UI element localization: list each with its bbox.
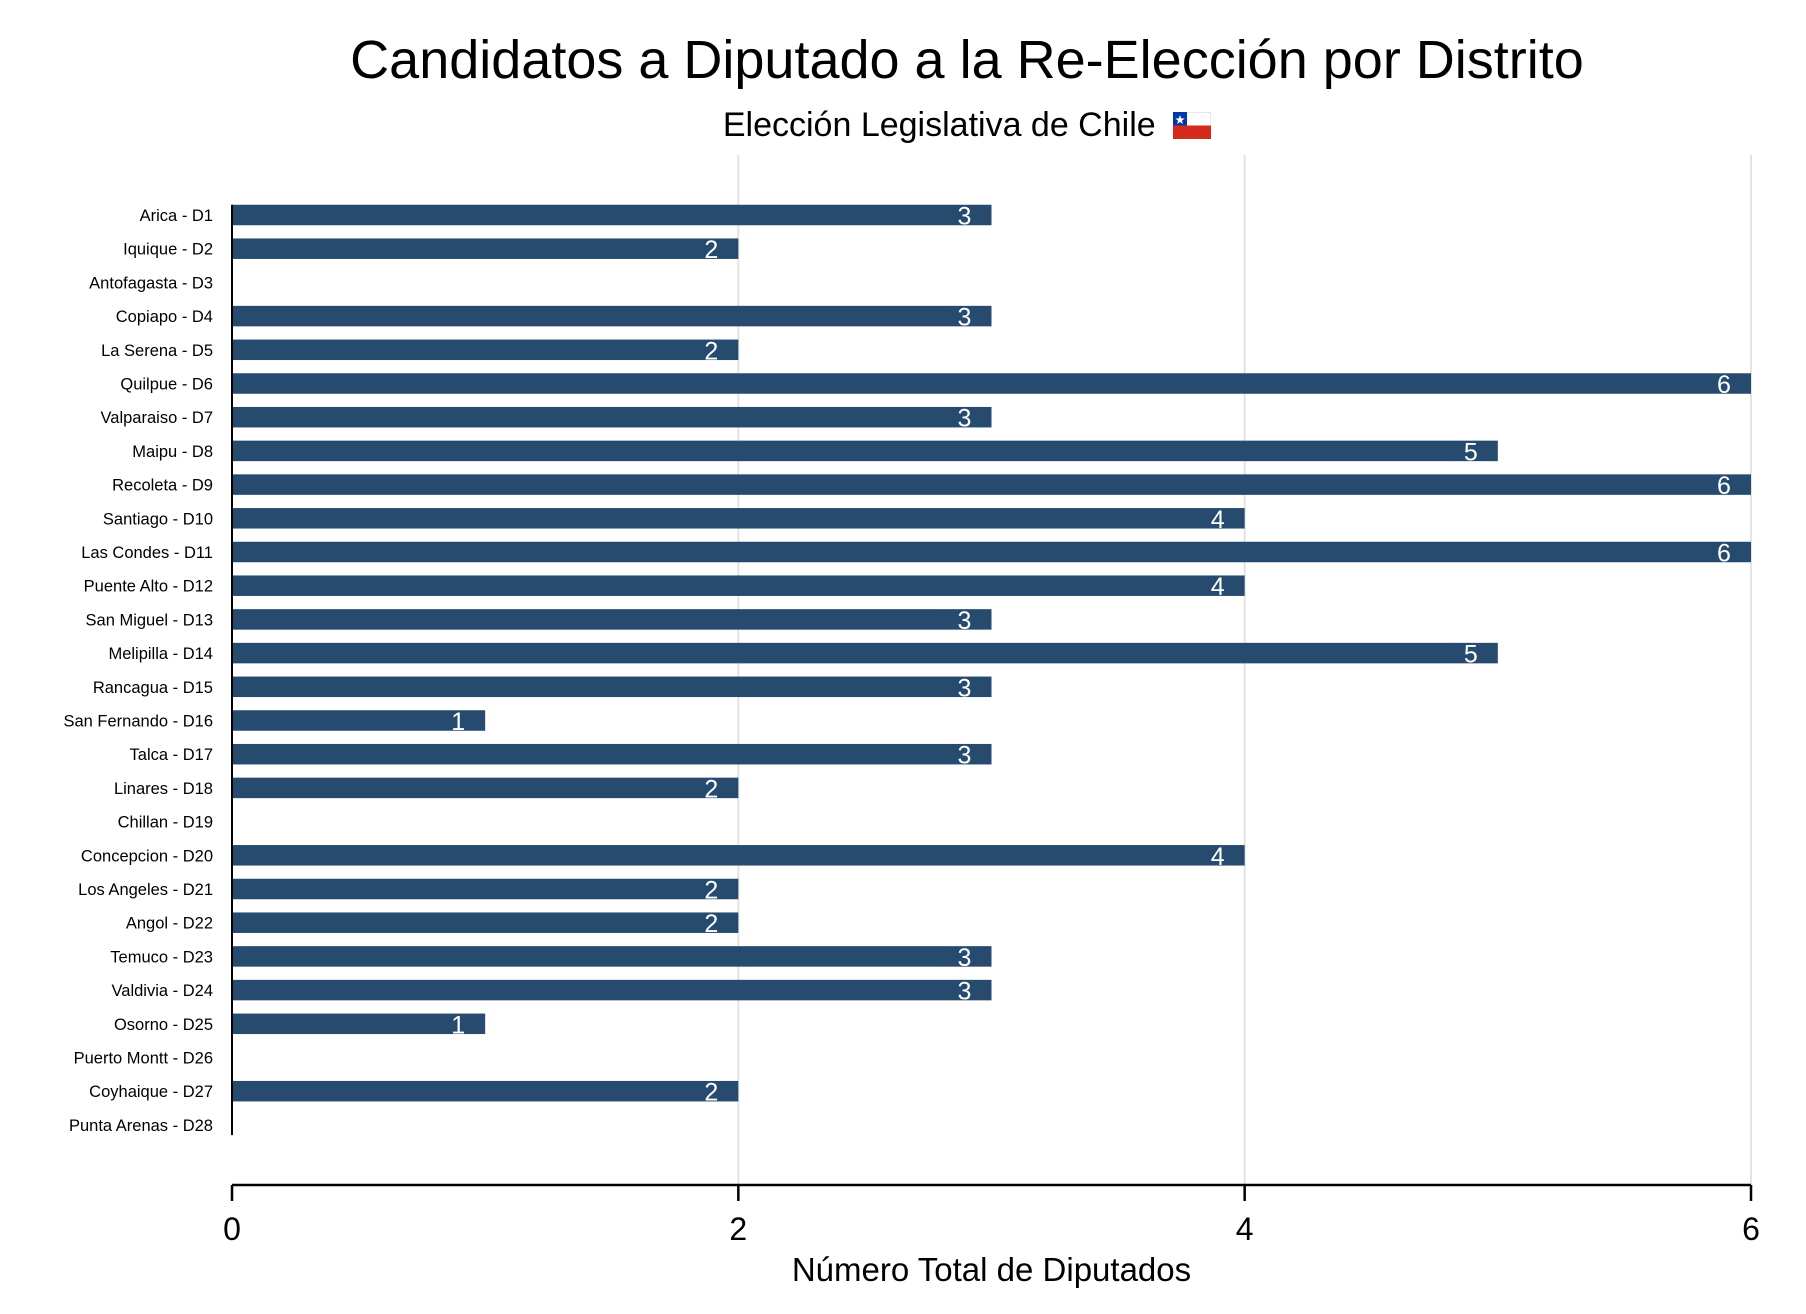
chile-flag-icon (1172, 107, 1212, 149)
bar (232, 204, 992, 226)
bar-value-label: 3 (958, 674, 972, 702)
x-axis: 0 2 4 6 (223, 1183, 1760, 1247)
bar-value-label: 2 (704, 337, 718, 365)
category-label: Arica - D1 (140, 207, 213, 225)
bar-value-label: 3 (958, 203, 972, 231)
chart-subtitle: Elección Legislativa de Chile (0, 104, 1806, 149)
category-label: Chillan - D19 (118, 814, 213, 832)
bar (232, 1013, 486, 1035)
bar-value-label: 2 (704, 877, 718, 905)
bar (232, 979, 992, 1001)
bar (232, 777, 739, 799)
category-label: Angol - D22 (126, 915, 213, 933)
bar-value-label: 6 (1717, 371, 1731, 399)
category-label: Puente Alto - D12 (84, 578, 213, 596)
category-label: Temuco - D23 (110, 948, 213, 966)
category-label: Melipilla - D14 (108, 645, 213, 663)
bar (232, 575, 1245, 596)
category-label: Talca - D17 (130, 746, 213, 764)
category-label: Los Angeles - D21 (78, 881, 213, 899)
bar-value-label: 2 (704, 236, 718, 264)
bar-value-label: 3 (958, 944, 972, 972)
bar-value-label: 1 (451, 708, 465, 736)
bar (232, 238, 739, 259)
bar-value-label: 1 (451, 1011, 465, 1039)
bar (232, 305, 992, 327)
bar (232, 642, 1498, 664)
bar-value-label: 5 (1464, 438, 1478, 466)
bar (232, 1080, 739, 1102)
bar-value-label: 2 (704, 1079, 718, 1107)
bar (232, 609, 992, 630)
bar (232, 339, 739, 361)
bar (232, 710, 486, 731)
category-label: Valdivia - D24 (112, 982, 214, 1000)
category-label: San Fernando - D16 (63, 713, 213, 731)
bar-value-label: 3 (958, 742, 972, 770)
category-label: Copiapo - D4 (116, 308, 213, 326)
category-label: Recoleta - D9 (112, 477, 213, 495)
category-label: Valparaiso - D7 (101, 409, 214, 427)
grid-lines (737, 155, 1752, 1185)
bar (232, 912, 739, 933)
category-label: Concepcion - D20 (81, 847, 213, 865)
bar (232, 676, 992, 698)
bar-value-label: 4 (1211, 573, 1225, 601)
x-tick-label: 2 (729, 1211, 747, 1247)
category-label: Rancagua - D15 (93, 679, 213, 697)
bar-value-label: 3 (958, 607, 972, 635)
bar (232, 440, 1498, 462)
bar-value-label: 3 (958, 304, 972, 332)
category-label: Quilpue - D6 (120, 376, 213, 394)
category-label: Punta Arenas - D28 (69, 1117, 213, 1135)
bar-value-label: 4 (1211, 843, 1225, 871)
category-label: Puerto Montt - D26 (74, 1050, 213, 1068)
bar-value-label: 4 (1211, 506, 1225, 534)
bar (232, 845, 1245, 866)
bar-value-label: 3 (958, 405, 972, 433)
bar-value-label: 6 (1717, 540, 1731, 568)
category-label: Iquique - D2 (123, 241, 213, 259)
bar (232, 946, 992, 967)
x-tick-label: 0 (223, 1211, 241, 1247)
category-label: Osorno - D25 (114, 1016, 213, 1034)
bar-value-label: 6 (1717, 472, 1731, 500)
bar (232, 373, 1751, 394)
x-tick-label: 4 (1236, 1211, 1254, 1247)
category-label: Maipu - D8 (132, 443, 213, 461)
chart-title: Candidatos a Diputado a la Re-Elección p… (350, 30, 1584, 90)
bar (232, 406, 992, 428)
bar-value-label: 5 (1464, 641, 1478, 669)
bar-value-label: 3 (958, 978, 972, 1006)
bar (232, 474, 1751, 495)
category-label: Linares - D18 (114, 780, 213, 798)
category-label: Antofagasta - D3 (89, 274, 213, 292)
bars: 3 2 3 2 6 3 5 6 4 6 4 3 5 3 1 3 2 4 2 2 3 3 1 2 (232, 203, 1751, 1107)
category-label: La Serena - D5 (101, 342, 213, 360)
bar (232, 878, 739, 900)
x-tick-label: 6 (1742, 1211, 1760, 1247)
category-label: Santiago - D10 (103, 510, 213, 528)
bar (232, 508, 1245, 529)
bar (232, 541, 1751, 563)
category-label: Coyhaique - D27 (89, 1083, 213, 1101)
category-label: Las Condes - D11 (81, 544, 213, 562)
bar (232, 743, 992, 765)
chart-subtitle-text: Elección Legislativa de Chile (722, 106, 1156, 144)
category-label: San Miguel - D13 (86, 611, 213, 629)
bar-value-label: 2 (704, 910, 718, 938)
category-labels: Arica - D1 Iquique - D2 Antofagasta - D3 Co… (63, 207, 213, 1135)
bar-value-label: 2 (704, 775, 718, 803)
x-axis-title: Número Total de Diputados (792, 1251, 1191, 1288)
